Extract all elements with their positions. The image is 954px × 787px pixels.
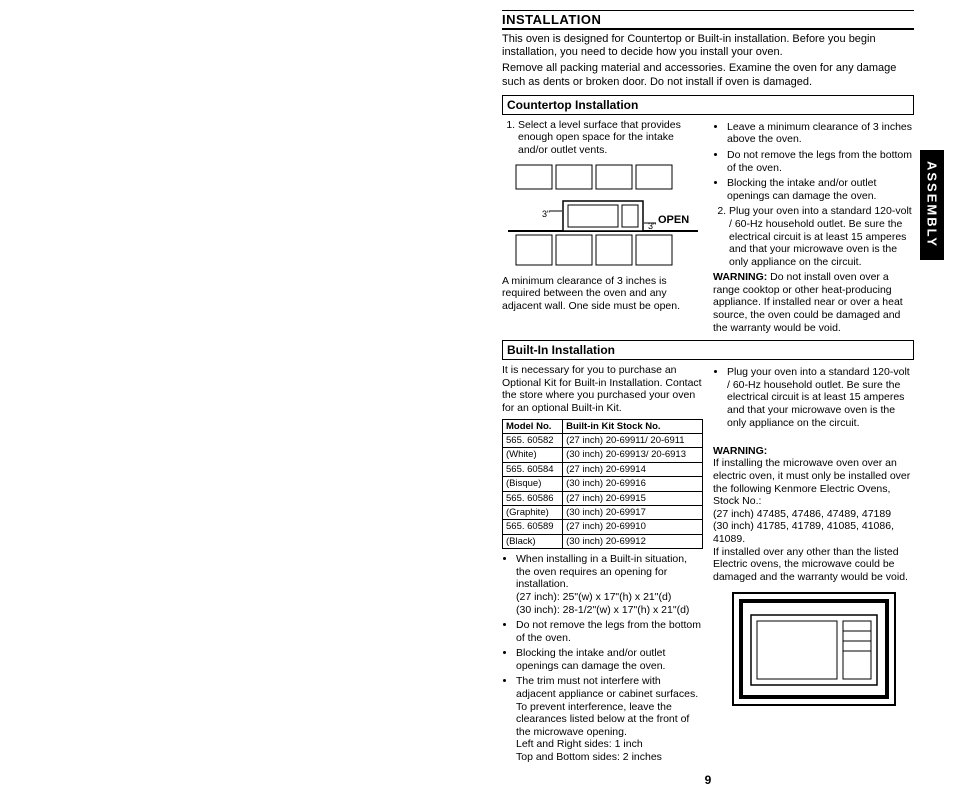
countertop-left-col: Select a level surface that provides eno… (502, 119, 703, 335)
table-row: 565. 60589(27 inch) 20-69910 (503, 520, 703, 534)
builtin-columns: It is necessary for you to purchase an O… (502, 364, 914, 766)
builtin-left-col: It is necessary for you to purchase an O… (502, 364, 703, 766)
countertop-step1: Select a level surface that provides eno… (518, 119, 703, 157)
builtin-warning: WARNING: If installing the microwave ove… (713, 432, 914, 583)
countertop-columns: Select a level surface that provides eno… (502, 119, 914, 335)
table-row: (Bisque)(30 inch) 20-69916 (503, 477, 703, 491)
bi-bullet-0: When installing in a Built-in situation,… (516, 553, 703, 616)
warning-label: WARNING: (713, 271, 767, 283)
table-h2: Built-in Kit Stock No. (563, 419, 703, 433)
countertop-header: Countertop Installation (502, 95, 914, 115)
countertop-step2: Plug your oven into a standard 120-volt … (729, 205, 914, 268)
section-header: INSTALLATION (502, 10, 914, 30)
builtin-warning-text: If installing the microwave oven over an… (713, 457, 910, 582)
table-row: 565. 60584(27 inch) 20-69914 (503, 462, 703, 476)
builtin-plug: Plug your oven into a standard 120-volt … (727, 366, 914, 429)
ct-bullet-0: Leave a minimum clearance of 3 inches ab… (727, 121, 914, 146)
ct-bullet-1: Do not remove the legs from the bottom o… (727, 149, 914, 174)
builtin-kit-table: Model No. Built-in Kit Stock No. 565. 60… (502, 419, 703, 550)
table-row: (Graphite)(30 inch) 20-69917 (503, 505, 703, 519)
ct-bullet-2: Blocking the intake and/or outlet openin… (727, 177, 914, 202)
warning-label: WARNING: (713, 445, 767, 457)
builtin-intro: It is necessary for you to purchase an O… (502, 364, 703, 414)
table-row: 565. 60582(27 inch) 20-69911/ 20-6911 (503, 434, 703, 448)
table-row: 565. 60586(27 inch) 20-69915 (503, 491, 703, 505)
builtin-figure (713, 589, 914, 709)
table-h1: Model No. (503, 419, 563, 433)
bi-bullet-2: Blocking the intake and/or outlet openin… (516, 647, 703, 672)
intro-p1: This oven is designed for Countertop or … (502, 33, 914, 59)
builtin-header: Built-In Installation (502, 340, 914, 360)
intro-block: This oven is designed for Countertop or … (502, 33, 914, 89)
page-number: 9 (502, 773, 914, 787)
intro-p2: Remove all packing material and accessor… (502, 62, 914, 88)
builtin-right-col: Plug your oven into a standard 120-volt … (713, 364, 914, 766)
page-content: INSTALLATION This oven is designed for C… (502, 10, 914, 787)
open-label: OPEN (658, 214, 689, 226)
countertop-figure: 3" 3" OPEN (502, 161, 703, 271)
bi-bullet-1: Do not remove the legs from the bottom o… (516, 619, 703, 644)
side-tab-assembly: ASSEMBLY (920, 150, 944, 260)
table-row: (White)(30 inch) 20-69913/ 20-6913 (503, 448, 703, 462)
countertop-right-col: Leave a minimum clearance of 3 inches ab… (713, 119, 914, 335)
countertop-warning: WARNING: Do not install oven over a rang… (713, 271, 914, 334)
bi-bullet-3: The trim must not interfere with adjacen… (516, 675, 703, 763)
table-row: (Black)(30 inch) 20-69912 (503, 534, 703, 548)
dim-left-label: 3" (542, 209, 550, 219)
countertop-below-fig: A minimum clearance of 3 inches is requi… (502, 275, 703, 313)
